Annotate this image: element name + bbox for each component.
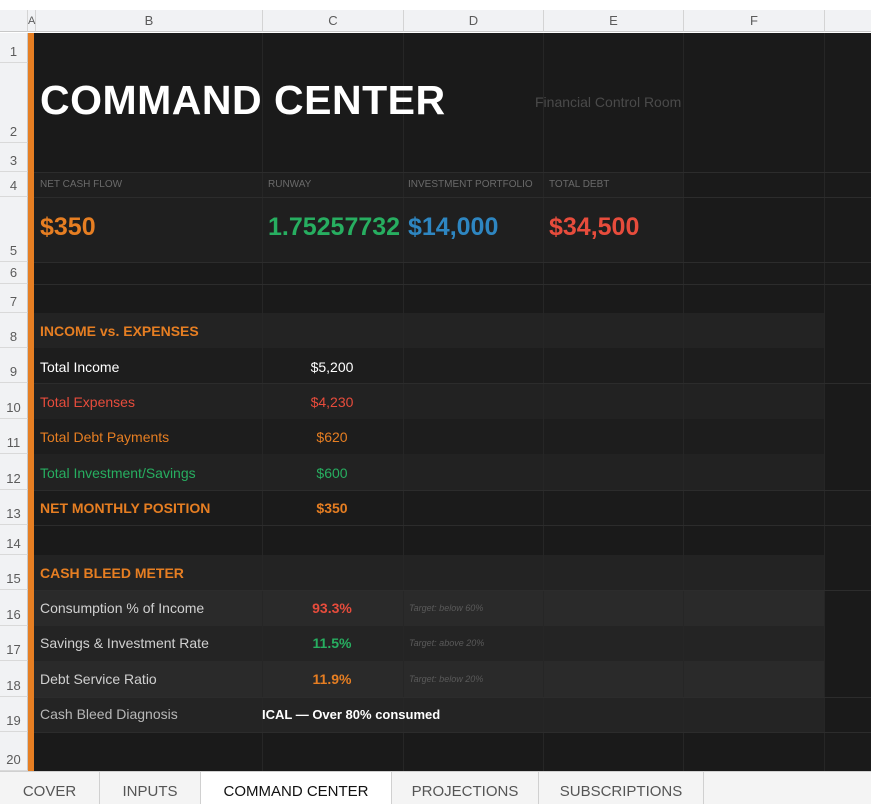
grid-line bbox=[543, 33, 544, 771]
accent-bar bbox=[28, 33, 34, 771]
sheet-tab-subscriptions[interactable]: SUBSCRIPTIONS bbox=[539, 772, 704, 804]
column-header-a[interactable]: A bbox=[28, 10, 36, 32]
kpi-card-row bbox=[34, 172, 684, 262]
row-header-13[interactable]: 13 bbox=[0, 490, 28, 525]
label-consumption-percent: Consumption % of Income bbox=[40, 600, 205, 616]
sheet-tab-inputs[interactable]: INPUTS bbox=[100, 772, 201, 804]
column-header-e[interactable]: E bbox=[544, 10, 684, 32]
row-header-1[interactable]: 1 bbox=[0, 33, 28, 63]
value-total-income: $5,200 bbox=[310, 359, 354, 375]
row-header-2[interactable]: 2 bbox=[0, 63, 28, 143]
sheet-tab-cover[interactable]: COVER bbox=[0, 772, 100, 804]
kpi-value-net-cash-flow: $350 bbox=[40, 213, 96, 241]
label-total-income: Total Income bbox=[40, 359, 120, 375]
row-header-16[interactable]: 16 bbox=[0, 590, 28, 626]
row-header-10[interactable]: 10 bbox=[0, 383, 28, 419]
section-heading-income-expenses: INCOME vs. EXPENSES bbox=[40, 323, 199, 339]
row-header-7[interactable]: 7 bbox=[0, 284, 28, 313]
grid-line bbox=[34, 172, 871, 173]
label-net-monthly-position: NET MONTHLY POSITION bbox=[40, 500, 211, 516]
label-total-debt-payments: Total Debt Payments bbox=[40, 429, 170, 445]
band-row-13 bbox=[34, 490, 825, 525]
section-heading-cash-bleed: CASH BLEED METER bbox=[40, 565, 184, 581]
value-savings-investment-rate: 11.5% bbox=[312, 635, 352, 651]
row-header-8[interactable]: 8 bbox=[0, 313, 28, 348]
grid-line bbox=[34, 284, 871, 285]
value-consumption-percent: 93.3% bbox=[312, 600, 352, 616]
row-header-3[interactable]: 3 bbox=[0, 143, 28, 172]
value-total-investment-savings: $600 bbox=[316, 465, 348, 481]
row-header-12[interactable]: 12 bbox=[0, 454, 28, 490]
band-row-11 bbox=[34, 419, 825, 454]
grid-line bbox=[403, 33, 404, 771]
select-all-corner[interactable] bbox=[0, 10, 28, 32]
row-header-4[interactable]: 4 bbox=[0, 172, 28, 197]
value-total-expenses: $4,230 bbox=[310, 394, 354, 410]
section-band-bleed-header bbox=[34, 555, 825, 590]
grid-line bbox=[683, 33, 684, 771]
grid-line bbox=[34, 590, 871, 591]
target-debt-service: Target: below 20% bbox=[409, 674, 484, 684]
target-savings: Target: above 20% bbox=[409, 638, 485, 648]
grid-line bbox=[34, 197, 871, 198]
kpi-value-total-debt: $34,500 bbox=[549, 213, 640, 241]
kpi-label-net-cash-flow: NET CASH FLOW bbox=[40, 179, 123, 190]
grid-line bbox=[34, 383, 871, 384]
row-header-11[interactable]: 11 bbox=[0, 419, 28, 454]
row-header-17[interactable]: 17 bbox=[0, 626, 28, 661]
value-cash-bleed-diagnosis: ICAL — Over 80% consumed bbox=[262, 707, 441, 722]
band-row-10 bbox=[34, 383, 825, 419]
label-total-investment-savings: Total Investment/Savings bbox=[40, 465, 196, 481]
section-band-income-header bbox=[34, 313, 825, 348]
grid-line bbox=[34, 732, 871, 733]
column-header-c[interactable]: C bbox=[263, 10, 404, 32]
dashboard-canvas: COMMAND CENTER Financial Control Room NE… bbox=[28, 33, 871, 771]
kpi-value-runway: 1.75257732 bbox=[268, 213, 401, 241]
band-row-16 bbox=[34, 590, 825, 626]
column-header-g[interactable] bbox=[825, 10, 871, 32]
band-row-9 bbox=[34, 348, 825, 383]
grid-line bbox=[34, 262, 871, 263]
band-row-19 bbox=[34, 697, 825, 732]
row-header-19[interactable]: 19 bbox=[0, 697, 28, 732]
column-header-f[interactable]: F bbox=[684, 10, 825, 32]
label-total-expenses: Total Expenses bbox=[40, 394, 135, 410]
band-row-18 bbox=[34, 661, 825, 697]
row-header-9[interactable]: 9 bbox=[0, 348, 28, 383]
sheet-tab-projections[interactable]: PROJECTIONS bbox=[392, 772, 539, 804]
label-cash-bleed-diagnosis: Cash Bleed Diagnosis bbox=[40, 706, 178, 722]
kpi-value-investment-portfolio: $14,000 bbox=[408, 213, 499, 241]
page-subtitle: Financial Control Room bbox=[535, 94, 682, 110]
grid-line bbox=[34, 697, 871, 698]
sheet-tab-bar: COVER INPUTS COMMAND CENTER PROJECTIONS … bbox=[0, 771, 871, 804]
page-title: COMMAND CENTER bbox=[40, 77, 446, 123]
kpi-label-total-debt: TOTAL DEBT bbox=[549, 179, 610, 190]
grid-line bbox=[824, 33, 825, 771]
row-header-15[interactable]: 15 bbox=[0, 555, 28, 590]
row-header-5[interactable]: 5 bbox=[0, 197, 28, 262]
row-header-14[interactable]: 14 bbox=[0, 525, 28, 555]
sheet-tab-command-center[interactable]: COMMAND CENTER bbox=[201, 772, 392, 804]
band-row-12 bbox=[34, 454, 825, 490]
kpi-label-investment-portfolio: INVESTMENT PORTFOLIO bbox=[408, 179, 533, 190]
label-savings-investment-rate: Savings & Investment Rate bbox=[40, 635, 209, 651]
row-header-20[interactable]: 20 bbox=[0, 732, 28, 771]
row-header-18[interactable]: 18 bbox=[0, 661, 28, 697]
target-consumption: Target: below 60% bbox=[409, 603, 484, 613]
grid-line bbox=[34, 525, 871, 526]
value-debt-service-ratio: 11.9% bbox=[312, 671, 352, 687]
label-debt-service-ratio: Debt Service Ratio bbox=[40, 671, 157, 687]
grid-line bbox=[34, 490, 871, 491]
value-total-debt-payments: $620 bbox=[316, 429, 348, 445]
row-header-6[interactable]: 6 bbox=[0, 262, 28, 284]
column-header-d[interactable]: D bbox=[404, 10, 544, 32]
column-header-b[interactable]: B bbox=[36, 10, 263, 32]
top-gap bbox=[0, 0, 871, 10]
value-net-monthly-position: $350 bbox=[316, 500, 348, 516]
grid-line bbox=[262, 33, 263, 771]
kpi-label-runway: RUNWAY bbox=[268, 179, 312, 190]
band-row-17 bbox=[34, 626, 825, 661]
